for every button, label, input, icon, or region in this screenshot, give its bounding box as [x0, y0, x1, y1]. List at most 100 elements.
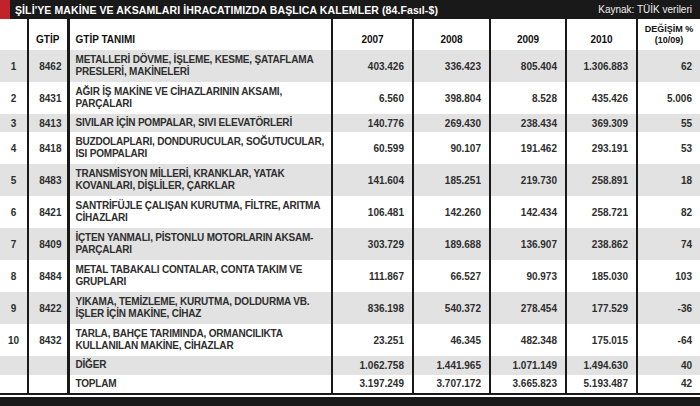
col-header-rank	[0, 19, 28, 50]
gtip-code: 8462	[28, 50, 68, 82]
value-2009: 90.973	[490, 260, 566, 292]
page-title: ŞİLİ'YE MAKİNE VE AKSAMLARI İHRACATIMIZD…	[15, 4, 438, 16]
value-2009: 1.071.149	[490, 356, 566, 374]
value-2007: 303.729	[332, 228, 413, 260]
gtip-description: AĞIR İŞ MAKİNE VE CİHAZLARININ AKSAMI, P…	[68, 82, 332, 114]
gtip-code: 8483	[28, 164, 68, 196]
gtip-description: YIKAMA, TEMİZLEME, KURUTMA, DOLDURMA VB.…	[68, 292, 332, 324]
col-header-gtip: GTİP	[28, 19, 68, 50]
change-percent: 55	[637, 114, 700, 132]
gtip-code: 8432	[28, 324, 68, 356]
value-2009: 219.730	[490, 164, 566, 196]
value-2008: 540.372	[413, 292, 490, 324]
page: ŞİLİ'YE MAKİNE VE AKSAMLARI İHRACATIMIZD…	[0, 0, 700, 406]
value-2007: 23.251	[332, 324, 413, 356]
value-2009: 482.348	[490, 324, 566, 356]
gtip-description: BUZDOLAPLARI, DONDURUCULAR, SOĞUTUCULAR,…	[68, 132, 332, 164]
value-2010: 185.030	[566, 260, 637, 292]
gtip-code: 8431	[28, 82, 68, 114]
value-2010: 1.306.883	[566, 50, 637, 82]
export-table: GTİP GTİP TANIMI 2007 2008 2009 2010 DEĞ…	[0, 19, 700, 395]
title-bar: ŞİLİ'YE MAKİNE VE AKSAMLARI İHRACATIMIZD…	[0, 0, 700, 19]
gtip-code: 8413	[28, 114, 68, 132]
value-2008: 185.251	[413, 164, 490, 196]
value-2008: 142.260	[413, 196, 490, 228]
value-2010: 369.309	[566, 114, 637, 132]
gtip-description: TOPLAM	[68, 375, 332, 394]
row-number: 3	[0, 114, 28, 132]
col-header-tanimi: GTİP TANIMI	[68, 19, 332, 50]
table-row: 9 8422 YIKAMA, TEMİZLEME, KURUTMA, DOLDU…	[0, 292, 700, 324]
gtip-code: 8484	[28, 260, 68, 292]
table-row: 4 8418 BUZDOLAPLARI, DONDURUCULAR, SOĞUT…	[0, 132, 700, 164]
row-number	[0, 375, 28, 394]
value-2010: 293.191	[566, 132, 637, 164]
col-header-2009: 2009	[490, 19, 566, 50]
table-row: 6 8421 SANTRİFÜJLE ÇALIŞAN KURUTMA, FİLT…	[0, 196, 700, 228]
value-2010: 258.891	[566, 164, 637, 196]
value-2008: 46.345	[413, 324, 490, 356]
row-number: 9	[0, 292, 28, 324]
row-number: 10	[0, 324, 28, 356]
gtip-description: DİĞER	[68, 356, 332, 374]
table-row: 7 8409 İÇTEN YANMALI, PİSTONLU MOTORLARI…	[0, 228, 700, 260]
value-2007: 111.867	[332, 260, 413, 292]
value-2010: 175.015	[566, 324, 637, 356]
value-2008: 66.527	[413, 260, 490, 292]
value-2010: 177.529	[566, 292, 637, 324]
gtip-description: METALLERİ DÖVME, İŞLEME, KESME, ŞATAFLAM…	[68, 50, 332, 82]
gtip-description: SIVILAR İÇİN POMPALAR, SIVI ELEVATÖRLERİ	[68, 114, 332, 132]
gtip-code	[28, 375, 68, 394]
change-percent: 40	[637, 356, 700, 374]
gtip-description: TARLA, BAHÇE TARIMINDA, ORMANCILIKTA KUL…	[68, 324, 332, 356]
row-number: 2	[0, 82, 28, 114]
change-percent: 5.006	[637, 82, 700, 114]
row-number	[0, 356, 28, 374]
change-percent: 53	[637, 132, 700, 164]
table-row: 3 8413 SIVILAR İÇİN POMPALAR, SIVI ELEVA…	[0, 114, 700, 132]
value-2010: 238.862	[566, 228, 637, 260]
value-2008: 90.107	[413, 132, 490, 164]
change-percent: 62	[637, 50, 700, 82]
gtip-code: 8418	[28, 132, 68, 164]
table-row: DİĞER 1.062.758 1.441.965 1.071.149 1.49…	[0, 356, 700, 374]
gtip-description: İÇTEN YANMALI, PİSTONLU MOTORLARIN AKSAM…	[68, 228, 332, 260]
change-percent: 82	[637, 196, 700, 228]
change-percent: 74	[637, 228, 700, 260]
value-2010: 5.193.487	[566, 375, 637, 394]
value-2009: 238.434	[490, 114, 566, 132]
value-2008: 336.423	[413, 50, 490, 82]
value-2007: 106.481	[332, 196, 413, 228]
gtip-code: 8421	[28, 196, 68, 228]
row-number: 5	[0, 164, 28, 196]
table-row: 2 8431 AĞIR İŞ MAKİNE VE CİHAZLARININ AK…	[0, 82, 700, 114]
row-number: 1	[0, 50, 28, 82]
value-2010: 435.426	[566, 82, 637, 114]
row-number: 6	[0, 196, 28, 228]
value-2007: 6.560	[332, 82, 413, 114]
table-row: 10 8432 TARLA, BAHÇE TARIMINDA, ORMANCIL…	[0, 324, 700, 356]
table-row: 5 8483 TRANSMİSYON MİLLERİ, KRANKLAR, YA…	[0, 164, 700, 196]
value-2009: 8.528	[490, 82, 566, 114]
value-2010: 258.721	[566, 196, 637, 228]
value-2007: 1.062.758	[332, 356, 413, 374]
gtip-description: TRANSMİSYON MİLLERİ, KRANKLAR, YATAK KOV…	[68, 164, 332, 196]
value-2007: 403.426	[332, 50, 413, 82]
gtip-code: 8422	[28, 292, 68, 324]
table-row: 8 8484 METAL TABAKALI CONTALAR, CONTA TA…	[0, 260, 700, 292]
gtip-code: 8409	[28, 228, 68, 260]
value-2007: 3.197.249	[332, 375, 413, 394]
row-number: 8	[0, 260, 28, 292]
table-header-row: GTİP GTİP TANIMI 2007 2008 2009 2010 DEĞ…	[0, 19, 700, 50]
value-2009: 278.454	[490, 292, 566, 324]
col-header-2007: 2007	[332, 19, 413, 50]
source-note: Kaynak: TÜİK verileri	[598, 4, 692, 15]
value-2009: 191.462	[490, 132, 566, 164]
change-percent: 42	[637, 375, 700, 394]
gtip-code	[28, 356, 68, 374]
value-2009: 805.404	[490, 50, 566, 82]
col-header-2010: 2010	[566, 19, 637, 50]
value-2009: 3.665.823	[490, 375, 566, 394]
value-2008: 3.707.172	[413, 375, 490, 394]
value-2009: 142.434	[490, 196, 566, 228]
